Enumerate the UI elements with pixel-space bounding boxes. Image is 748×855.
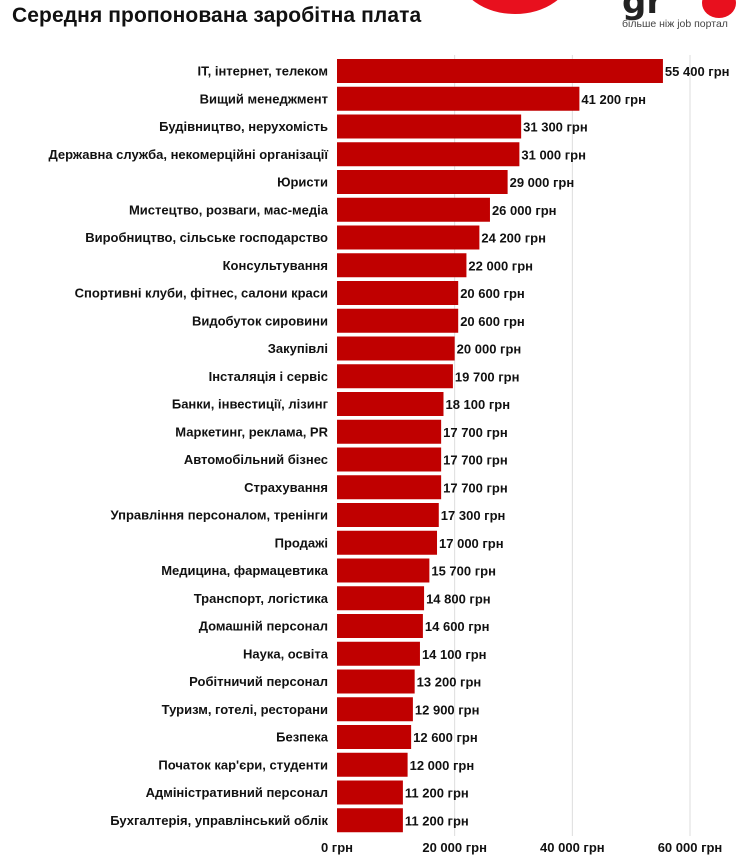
category-label: IT, інтернет, телеком (198, 64, 329, 79)
value-label: 12 900 грн (415, 702, 480, 717)
brand-blob-decoration (472, 0, 558, 14)
bar (337, 281, 459, 305)
bar (337, 475, 442, 500)
value-label: 17 700 грн (443, 453, 508, 468)
value-label: 19 700 грн (455, 369, 520, 384)
category-label: Продажі (275, 535, 328, 550)
bar (337, 697, 413, 722)
category-label: Управління персоналом, тренінги (111, 508, 328, 523)
bar (337, 641, 420, 666)
bar (337, 308, 459, 333)
category-label: Наука, освіта (243, 646, 329, 661)
value-label: 26 000 грн (492, 203, 557, 218)
x-tick-label: 60 000 грн (658, 840, 723, 855)
value-label: 18 100 грн (445, 397, 510, 412)
bar (337, 170, 508, 194)
bar (337, 225, 480, 250)
category-label: Закупівлі (268, 341, 328, 356)
value-label: 14 100 грн (422, 647, 487, 662)
x-tick-label: 0 грн (321, 840, 353, 855)
value-label: 24 200 грн (481, 231, 546, 246)
value-label: 14 600 грн (425, 619, 490, 634)
category-label: Інсталяція і сервіс (209, 369, 328, 384)
bar (337, 114, 522, 139)
bar (337, 503, 439, 527)
value-label: 17 700 грн (443, 425, 508, 440)
category-label: Транспорт, логістика (194, 591, 329, 606)
category-label: Виробництво, сільське господарство (85, 230, 328, 245)
bar (337, 336, 455, 361)
bar (337, 530, 438, 555)
category-label: Бухгалтерія, управлінський облік (110, 813, 328, 828)
bar (337, 725, 412, 749)
page-title: Середня пропонована заробітна плата (12, 4, 422, 27)
bar (337, 86, 580, 111)
bar (337, 419, 442, 444)
category-label: Робітничий персонал (189, 674, 328, 689)
bar (337, 197, 490, 222)
value-label: 11 200 грн (405, 813, 469, 828)
value-label: 12 600 грн (413, 730, 478, 745)
bar (337, 364, 453, 389)
x-tick-label: 40 000 грн (540, 840, 605, 855)
logo-tagline: більше ніж job портал (622, 18, 728, 30)
value-label: 17 300 грн (441, 508, 506, 523)
category-label: Адміністративний персонал (146, 785, 328, 800)
category-label: Автомобільний бізнес (184, 452, 328, 467)
bar (337, 558, 430, 583)
bar (337, 59, 663, 83)
category-label: Будівництво, нерухомість (159, 119, 328, 134)
bar (337, 669, 415, 694)
value-label: 15 700 грн (431, 564, 496, 579)
bar (337, 392, 444, 416)
logo-wordmark: gr (622, 0, 664, 22)
value-label: 20 600 грн (460, 286, 525, 301)
value-label: 41 200 грн (581, 92, 646, 107)
category-label: Домашній персонал (199, 619, 328, 634)
bar (337, 142, 520, 167)
category-label: Банки, інвестиції, лізинг (172, 397, 329, 412)
value-label: 17 000 грн (439, 536, 504, 551)
value-label: 13 200 грн (417, 675, 482, 690)
category-label: Видобуток сировини (192, 313, 328, 328)
category-label: Медицина, фармацевтика (161, 563, 329, 578)
brand-logo: gr більше ніж job портал (618, 0, 748, 38)
bar (337, 752, 408, 777)
value-label: 22 000 грн (468, 258, 533, 273)
category-label: Страхування (244, 480, 328, 495)
category-label: Маркетинг, реклама, PR (175, 424, 328, 439)
bar (337, 447, 442, 472)
value-label: 31 300 грн (523, 120, 588, 135)
category-label: Безпека (276, 730, 329, 745)
x-tick-label: 20 000 грн (422, 840, 487, 855)
category-label: Спортивні клуби, фітнес, салони краси (75, 286, 328, 301)
category-label: Початок кар'єри, студенти (158, 757, 328, 772)
category-label: Державна служба, некомерційні організаці… (48, 147, 328, 162)
bar (337, 808, 403, 833)
category-label: Мистецтво, розваги, мас-медіа (129, 202, 329, 217)
value-label: 31 000 грн (521, 147, 586, 162)
category-label: Туризм, готелі, ресторани (162, 702, 328, 717)
logo-dot-icon (702, 0, 736, 18)
value-label: 55 400 грн (665, 64, 730, 79)
bar (337, 614, 423, 638)
value-label: 20 000 грн (457, 342, 522, 357)
category-label: Консультування (223, 258, 328, 273)
value-label: 11 200 грн (405, 786, 469, 801)
bar (337, 780, 403, 805)
value-label: 12 000 грн (410, 758, 475, 773)
value-label: 17 700 грн (443, 480, 508, 495)
category-label: Юристи (277, 175, 328, 190)
bar (337, 586, 425, 611)
bar (337, 253, 467, 278)
value-label: 29 000 грн (510, 175, 575, 190)
category-label: Вищий менеджмент (200, 91, 328, 106)
value-label: 14 800 грн (426, 591, 491, 606)
value-label: 20 600 грн (460, 314, 525, 329)
